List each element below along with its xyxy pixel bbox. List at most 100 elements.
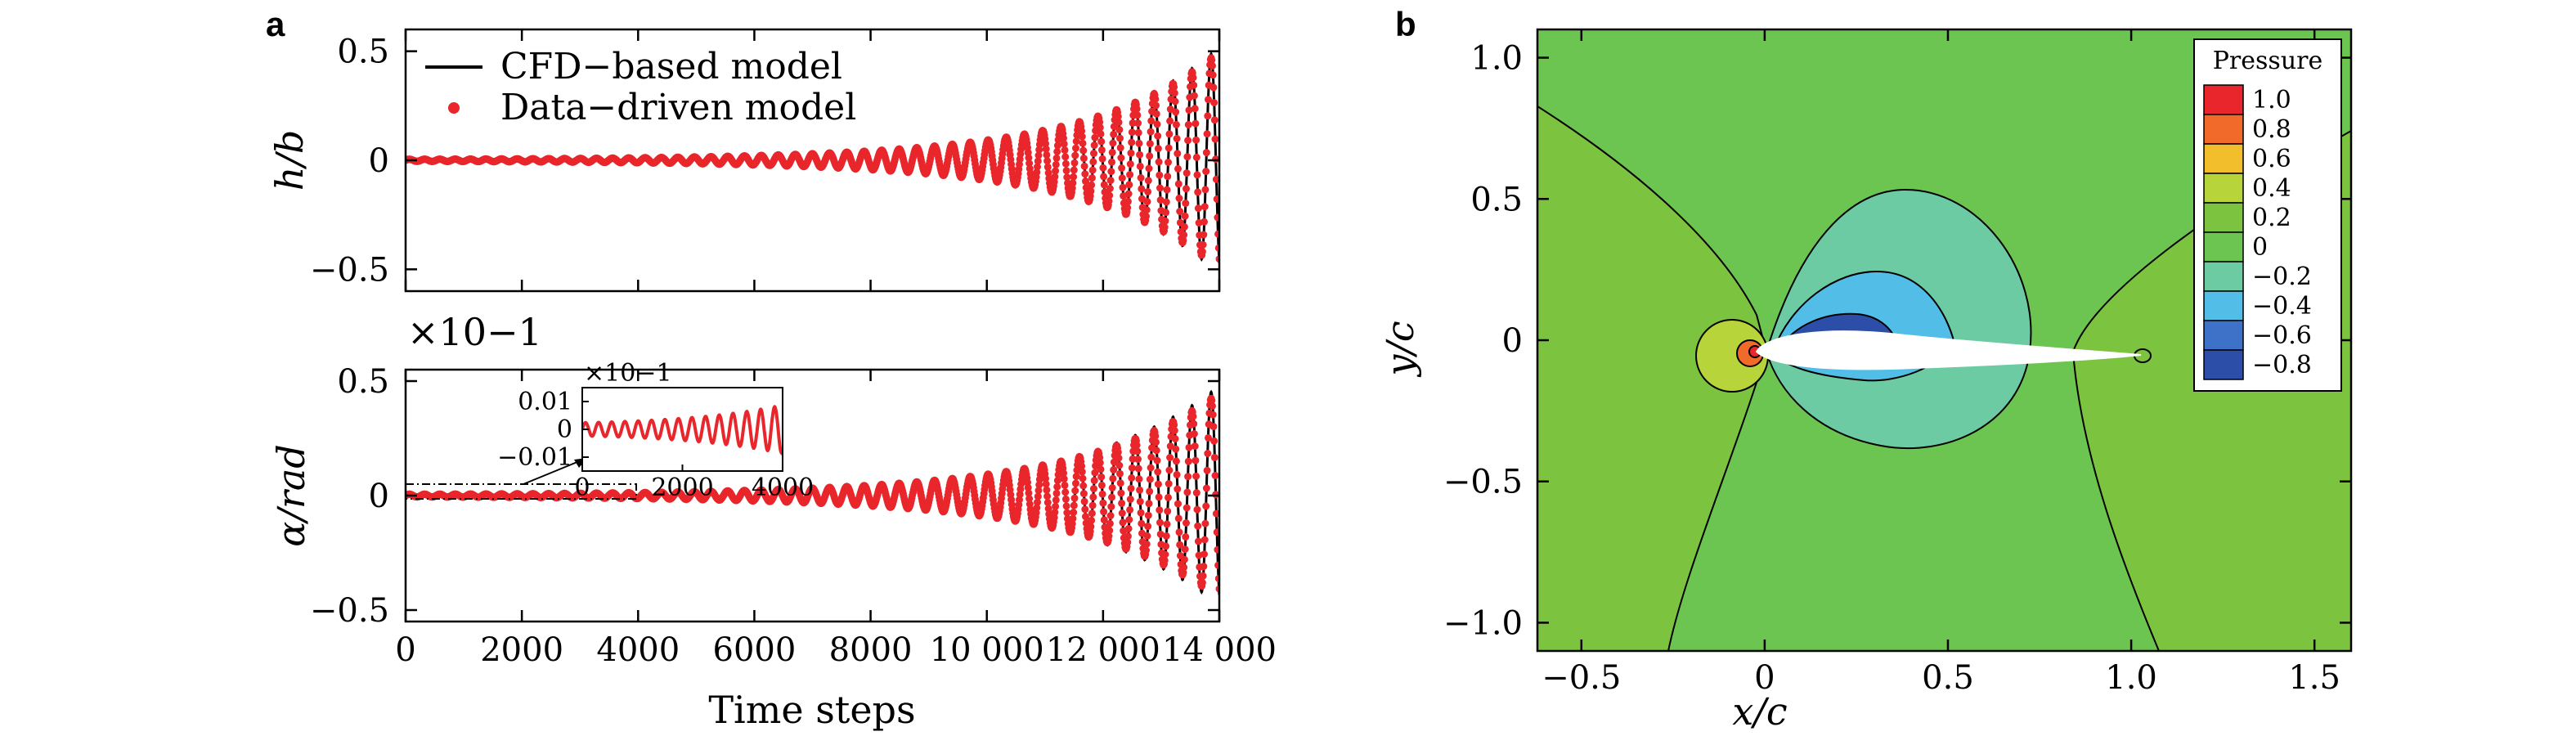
inset-xtick-label: 4000 (752, 473, 814, 502)
bottom-point-data-driven (1081, 505, 1089, 514)
bottom-point-data-driven (1124, 538, 1132, 546)
top-point-data-driven (1071, 151, 1079, 159)
bottom-point-data-driven (1117, 489, 1125, 497)
top-point-data-driven (1180, 231, 1188, 239)
bottom-point-data-driven (1060, 469, 1067, 478)
bottom-point-data-driven (1160, 556, 1169, 564)
bottom-point-data-driven (1180, 563, 1188, 572)
xlabel-time-steps: Time steps (708, 688, 915, 732)
colorbar-label: −0.8 (2252, 351, 2312, 379)
bottom-point-data-driven (1025, 495, 1034, 503)
bottom-point-data-driven (1163, 520, 1171, 528)
bottom-point-data-driven (1070, 501, 1078, 509)
top-point-data-driven (1152, 110, 1160, 118)
ylabel-h-over-b: h/b (267, 130, 312, 191)
top-point-data-driven (1170, 89, 1178, 97)
bottom-point-data-driven (1173, 470, 1181, 478)
top-point-data-driven (1079, 146, 1088, 155)
bottom-point-data-driven (1087, 523, 1095, 531)
top-point-data-driven (1179, 236, 1187, 245)
bottom-point-data-driven (1174, 500, 1182, 508)
bottom-point-data-driven (1199, 572, 1207, 580)
bottom-point-data-driven (1171, 435, 1179, 442)
bottom-xtick-label: 12 000 (1046, 631, 1160, 669)
bottom-point-data-driven (1126, 505, 1134, 514)
b-ytick-label: 0.5 (1470, 181, 1523, 218)
top-point-data-driven (1171, 97, 1179, 105)
top-point-data-driven (1042, 145, 1050, 153)
top-point-data-driven (1096, 123, 1104, 132)
bottom-point-data-driven (1210, 453, 1218, 461)
bottom-point-data-driven (1053, 477, 1061, 485)
top-point-data-driven (1202, 149, 1210, 157)
colorbar-title: Pressure (2213, 47, 2323, 75)
top-point-data-driven (1192, 136, 1200, 144)
top-point-data-driven (1097, 130, 1105, 138)
scale-label-bottom: ×10−1 (407, 310, 542, 354)
top-point-data-driven (1051, 173, 1059, 181)
top-point-data-driven (1062, 167, 1070, 175)
top-point-data-driven (1119, 183, 1127, 191)
top-point-data-driven (1154, 145, 1162, 153)
colorbar-swatch (2203, 173, 2244, 204)
top-point-data-driven (1110, 130, 1118, 138)
top-point-data-driven (1192, 153, 1200, 161)
inset-scale-label: ×10−1 (584, 359, 672, 388)
bottom-point-data-driven (1164, 507, 1172, 515)
top-point-data-driven (1199, 240, 1207, 249)
top-point-data-driven (1061, 153, 1070, 161)
bottom-point-data-driven (1133, 441, 1141, 449)
top-point-data-driven (1180, 222, 1188, 231)
bottom-point-data-driven (1070, 494, 1079, 502)
bottom-point-data-driven (1182, 533, 1190, 541)
top-point-data-driven (1078, 132, 1086, 141)
bottom-point-data-driven (1209, 423, 1218, 431)
inset-xtick-label: 2000 (651, 473, 713, 502)
top-point-data-driven (1060, 140, 1068, 148)
bottom-point-data-driven (1110, 466, 1118, 473)
top-point-data-driven (1114, 113, 1122, 120)
top-point-data-driven (1194, 204, 1202, 213)
top-point-data-driven (1136, 162, 1144, 170)
top-point-data-driven (1025, 154, 1033, 162)
top-point-data-driven (1173, 135, 1181, 142)
bottom-point-data-driven (1200, 536, 1209, 544)
bottom-point-data-driven (1183, 519, 1190, 527)
top-point-data-driven (1204, 112, 1212, 120)
bottom-point-data-driven (1052, 502, 1060, 510)
bottom-point-data-driven (1016, 496, 1023, 504)
top-point-data-driven (1165, 144, 1173, 152)
bottom-point-data-driven (1043, 499, 1052, 506)
colorbar-swatch (2203, 143, 2244, 174)
bottom-point-data-driven (1072, 473, 1080, 481)
bottom-point-data-driven (1100, 516, 1108, 524)
top-point-data-driven (1125, 181, 1133, 189)
bottom-point-data-driven (1124, 524, 1133, 532)
top-point-data-driven (1069, 179, 1077, 187)
top-point-data-driven (1165, 159, 1172, 166)
top-point-data-driven (1118, 164, 1126, 172)
top-point-data-driven (1203, 130, 1211, 138)
b-ytick-label: −1.0 (1443, 604, 1523, 642)
bottom-point-data-driven (1200, 563, 1208, 571)
bottom-point-data-driven (1202, 484, 1210, 492)
bottom-point-data-driven (1209, 402, 1216, 410)
colorbar-label: 0.4 (2252, 174, 2291, 203)
top-point-data-driven (1108, 158, 1115, 166)
bottom-point-data-driven (1170, 427, 1178, 434)
top-point-data-driven (1176, 208, 1184, 215)
b-xtick-label: 0 (1754, 659, 1775, 697)
bottom-point-data-driven (1096, 459, 1104, 467)
top-ytick-label: 0 (369, 142, 389, 180)
bottom-point-data-driven (1138, 519, 1146, 527)
bottom-point-data-driven (1202, 502, 1210, 510)
bottom-ytick-label: 0 (369, 478, 389, 515)
bottom-point-data-driven (1204, 450, 1212, 457)
top-point-data-driven (1181, 212, 1189, 220)
bottom-point-data-driven (1097, 473, 1106, 481)
top-point-data-driven (1144, 187, 1152, 195)
bottom-point-data-driven (1154, 468, 1162, 476)
bottom-point-data-driven (1146, 475, 1154, 483)
b-xtick-label: 0.5 (1922, 659, 1974, 697)
bottom-point-data-driven (1208, 397, 1216, 405)
